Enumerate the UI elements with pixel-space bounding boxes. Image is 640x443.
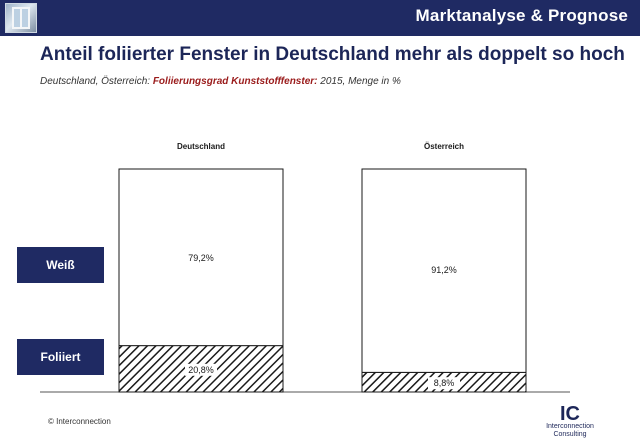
data-label: 79,2% [188, 253, 214, 263]
data-label: 20,8% [188, 365, 214, 375]
data-label-background [428, 377, 460, 390]
legend-label-foliiert: Foliiert [17, 339, 104, 375]
window-photo-logo [5, 3, 37, 33]
bar-segment-weiss [118, 168, 284, 347]
data-label-background [185, 363, 217, 376]
section-title: Marktanalyse & Prognose [415, 6, 628, 25]
page-title: Anteil foliierter Fenster in Deutschland… [40, 44, 625, 65]
data-label: 91,2% [431, 265, 457, 275]
ic-logo-mark: IC [560, 403, 580, 425]
footer-copyright: © Interconnection [48, 417, 111, 426]
chart-subtitle: Deutschland, Österreich: Foliierungsgrad… [40, 76, 401, 87]
category-label: Österreich [424, 142, 464, 151]
legend-label-weiss: Weiß [17, 247, 104, 283]
subtitle-highlight: Foliierungsgrad Kunststofffenster: [152, 76, 318, 87]
subtitle-suffix: 2015, Menge in % [317, 76, 401, 87]
category-label: Deutschland [177, 142, 225, 151]
subtitle-prefix: Deutschland, Österreich: [40, 76, 153, 87]
ic-logo-line2: Consulting [553, 431, 587, 438]
header-bar: Marktanalyse & Prognose [0, 0, 640, 36]
data-label: 8,8% [434, 378, 455, 388]
bar-segment-weiss [361, 168, 527, 373]
ic-logo-line1: Interconnection [546, 423, 594, 430]
ic-logo: IC Interconnection Consulting [540, 403, 600, 439]
